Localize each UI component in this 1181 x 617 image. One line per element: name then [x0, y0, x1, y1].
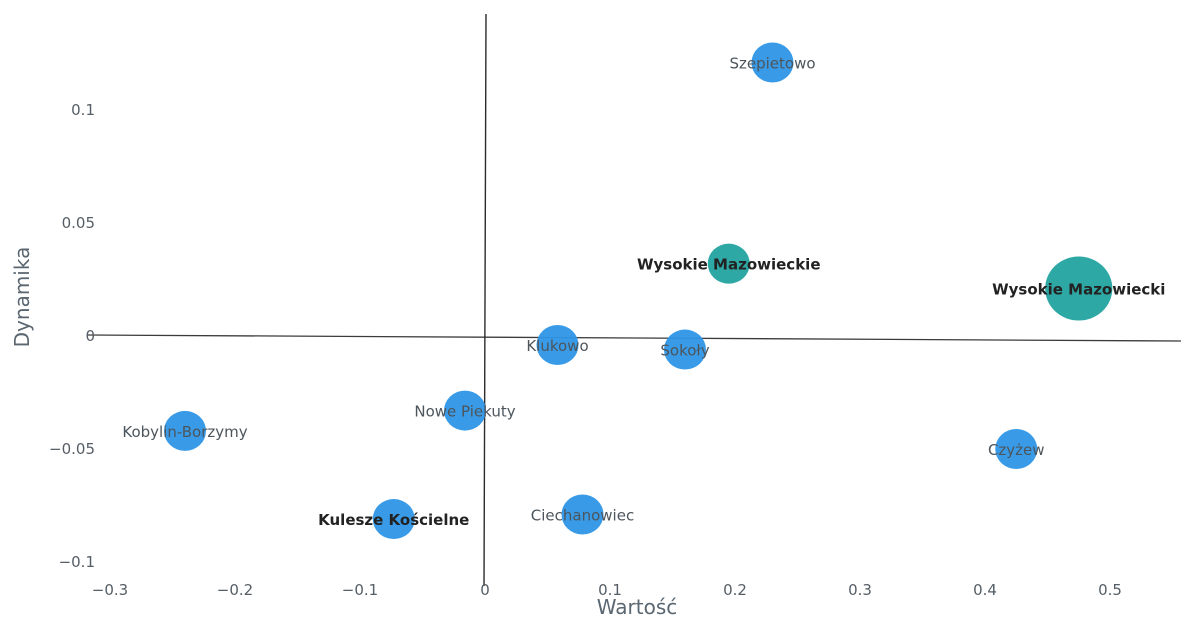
data-point-label: Czyżew	[988, 441, 1045, 459]
data-point[interactable]: Klukowo	[526, 325, 589, 366]
y-tick-label: 0.05	[62, 214, 95, 232]
x-tick-label: 0.5	[1098, 581, 1122, 599]
y-tick-label: −0.05	[49, 440, 95, 458]
data-point-label: Ciechanowiec	[531, 507, 634, 525]
data-point-label: Wysokie Mazowieckie	[637, 256, 821, 274]
data-point-bubble[interactable]	[444, 390, 486, 431]
x-tick-label: 0.4	[973, 581, 997, 599]
data-point-label: Szepietowo	[729, 55, 815, 73]
y-tick-label: 0	[85, 327, 95, 345]
x-tick-label: 0.2	[723, 581, 747, 599]
data-point[interactable]: Kobylin-Borzymy	[122, 410, 248, 451]
data-point-bubble[interactable]	[707, 243, 750, 284]
data-point[interactable]: Sokoły	[660, 329, 710, 370]
data-point-bubble[interactable]	[164, 410, 206, 451]
y-zero-line	[483, 13, 487, 587]
data-point-label: Klukowo	[526, 337, 588, 355]
data-point[interactable]: Ciechanowiec	[531, 494, 634, 535]
y-tick-label: −0.1	[59, 553, 95, 571]
data-point[interactable]: Kulesze Kościelne	[318, 499, 469, 540]
data-point-bubble[interactable]	[995, 429, 1038, 469]
data-point[interactable]: Nowe Piekuty	[414, 390, 516, 431]
data-point[interactable]: Czyżew	[988, 429, 1045, 469]
data-point-label: Kulesze Kościelne	[318, 511, 469, 529]
data-point-bubble[interactable]	[372, 499, 415, 540]
data-point[interactable]: Wysokie Mazowiecki	[992, 256, 1165, 321]
data-point-bubble[interactable]	[664, 329, 706, 370]
x-tick-label: −0.1	[342, 581, 378, 599]
y-tick-label: 0.1	[71, 101, 95, 119]
x-tick-label: 0.3	[848, 581, 872, 599]
data-point-label: Nowe Piekuty	[414, 403, 515, 421]
chart-tick-labels: −0.3 −0.2 −0.1 0 0.1 0.2 0.3 0.4 0.5 −0.1 −0.05 0 0.…	[49, 101, 1122, 599]
data-point-bubble[interactable]	[1045, 256, 1113, 321]
data-point[interactable]: Szepietowo	[729, 42, 816, 83]
data-point-bubble[interactable]	[751, 42, 794, 83]
x-tick-label: −0.2	[217, 581, 253, 599]
x-axis-title: Wartość	[597, 595, 677, 617]
data-point-bubble[interactable]	[536, 325, 579, 366]
x-tick-label: 0.1	[598, 581, 622, 599]
x-tick-label: −0.3	[92, 581, 128, 599]
data-point-label: Sokoły	[660, 342, 709, 360]
data-point[interactable]: Wysokie Mazowieckie	[637, 243, 821, 284]
x-zero-line	[87, 334, 1181, 342]
data-point-label: Wysokie Mazowiecki	[992, 281, 1165, 299]
data-point-bubble[interactable]	[561, 494, 604, 535]
data-point-label: Kobylin-Borzymy	[122, 423, 247, 441]
y-axis-title: Dynamika	[10, 247, 34, 348]
x-tick-label: 0	[480, 581, 490, 599]
chart-marks: Szepietowo Wysokie Mazowieckie Wysokie Maz…	[122, 42, 1165, 540]
chart-axes	[87, 13, 1181, 587]
